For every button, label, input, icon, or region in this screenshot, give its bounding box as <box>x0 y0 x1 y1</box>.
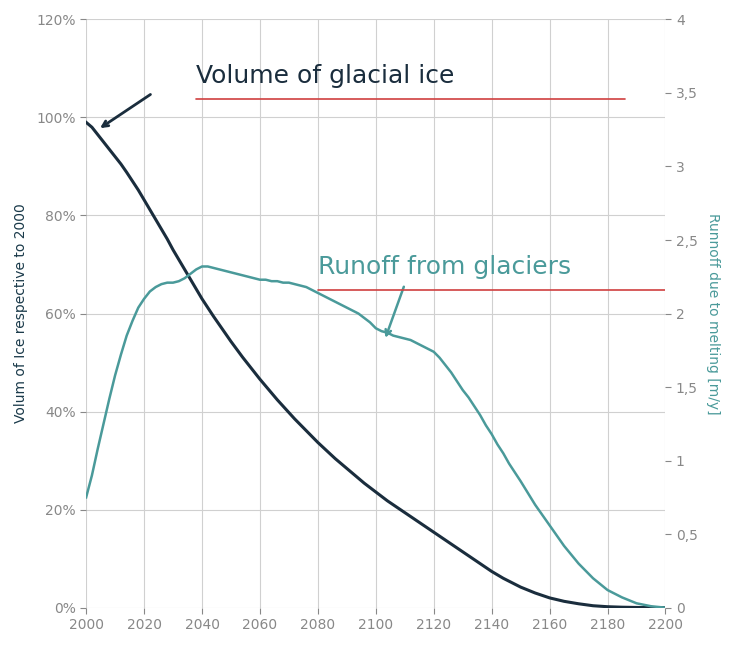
Y-axis label: Volum of Ice respective to 2000: Volum of Ice respective to 2000 <box>14 203 28 423</box>
Y-axis label: Runnoff due to melting [m/y]: Runnoff due to melting [m/y] <box>706 213 720 414</box>
Text: Runoff from glaciers: Runoff from glaciers <box>318 255 571 279</box>
Text: Volume of glacial ice: Volume of glacial ice <box>196 64 454 88</box>
